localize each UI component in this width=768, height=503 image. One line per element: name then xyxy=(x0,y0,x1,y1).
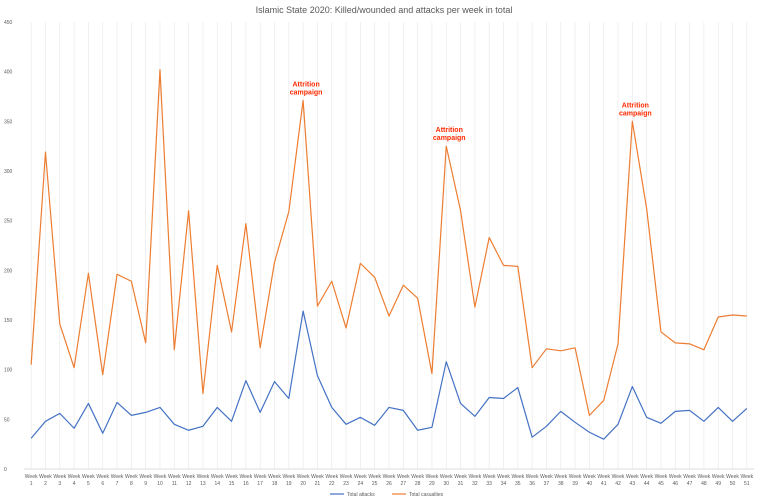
annotation-label: Attrition campaign xyxy=(433,127,466,142)
x-tick-label: Week 40 xyxy=(583,474,596,487)
x-tick-label: Week 10 xyxy=(154,474,167,487)
x-tick-label: Week 35 xyxy=(511,474,524,487)
x-tick-label: Week 19 xyxy=(282,474,295,487)
legend: Total attacks Total casualties xyxy=(330,492,444,498)
x-tick-label: Week 17 xyxy=(254,474,267,487)
x-tick-label: Week 33 xyxy=(483,474,496,487)
x-tick-label: Week 34 xyxy=(497,474,510,487)
grid-lines xyxy=(24,22,754,470)
x-tick-label: Week 15 xyxy=(225,474,238,487)
x-tick-label: Week 8 xyxy=(125,474,138,487)
legend-label: Total casualties xyxy=(409,492,444,498)
y-tick-label: 100 xyxy=(4,368,13,374)
x-tick-label: Week 4 xyxy=(68,474,81,487)
x-tick-label: Week 23 xyxy=(340,474,353,487)
x-tick-label: Week 5 xyxy=(82,474,95,487)
x-tick-label: Week 7 xyxy=(111,474,124,487)
x-tick-label: Week 43 xyxy=(626,474,639,487)
x-tick-label: Week 47 xyxy=(683,474,696,487)
x-tick-label: Week 22 xyxy=(325,474,338,487)
y-tick-label: 150 xyxy=(4,318,13,324)
y-tick-label: 300 xyxy=(4,169,13,175)
x-tick-label: Week 16 xyxy=(240,474,253,487)
x-tick-label: Week 28 xyxy=(411,474,424,487)
y-tick-label: 250 xyxy=(4,219,13,225)
series-lines xyxy=(30,69,748,440)
x-tick-label: Week 11 xyxy=(168,474,181,487)
annotations: Attrition campaign Attrition campaign Attrit… xyxy=(290,81,652,142)
x-tick-label: Week 1 xyxy=(25,474,38,487)
chart-title: Islamic State 2020: Killed/wounded and a… xyxy=(256,5,513,15)
series-line-total-attacks xyxy=(30,310,748,440)
annotation-label: Attrition campaign xyxy=(290,81,323,96)
x-tick-label: Week 36 xyxy=(526,474,539,487)
x-tick-label: Week 3 xyxy=(53,474,66,487)
x-tick-label: Week 51 xyxy=(740,474,753,487)
x-tick-label: Week 18 xyxy=(268,474,281,487)
legend-label: Total attacks xyxy=(347,492,375,498)
y-axis-ticks: 0 50 100 150 200 250 300 350 400 450 xyxy=(4,20,13,473)
y-tick-label: 400 xyxy=(4,70,13,76)
x-tick-label: Week 13 xyxy=(197,474,210,487)
series-line-total-casualties xyxy=(30,69,747,416)
x-tick-label: Week 45 xyxy=(655,474,668,487)
x-tick-label: Week 2 xyxy=(39,474,52,487)
x-tick-label: Week 27 xyxy=(397,474,410,487)
x-tick-label: Week 38 xyxy=(554,474,567,487)
y-tick-label: 350 xyxy=(4,119,13,125)
y-tick-label: 50 xyxy=(4,417,10,423)
x-tick-label: Week 32 xyxy=(469,474,482,487)
x-tick-label: Week 37 xyxy=(540,474,553,487)
x-tick-label: Week 25 xyxy=(368,474,381,487)
x-tick-label: Week 41 xyxy=(597,474,610,487)
y-tick-label: 200 xyxy=(4,268,13,274)
x-tick-label: Week 21 xyxy=(311,474,324,487)
x-tick-label: Week 31 xyxy=(454,474,467,487)
x-tick-label: Week 46 xyxy=(669,474,682,487)
x-tick-label: Week 6 xyxy=(96,474,109,487)
x-tick-label: Week 44 xyxy=(640,474,653,487)
x-tick-label: Week 9 xyxy=(139,474,152,487)
x-tick-label: Week 30 xyxy=(440,474,453,487)
x-tick-label: Week 20 xyxy=(297,474,310,487)
x-tick-label: Week 49 xyxy=(712,474,725,487)
y-tick-label: 0 xyxy=(4,467,7,473)
x-tick-label: Week 24 xyxy=(354,474,367,487)
x-tick-label: Week 12 xyxy=(182,474,195,487)
x-tick-label: Week 14 xyxy=(211,474,224,487)
x-tick-label: Week 26 xyxy=(383,474,396,487)
x-tick-label: Week 39 xyxy=(569,474,582,487)
annotation-label: Attrition campaign xyxy=(619,102,652,117)
x-tick-label: Week 48 xyxy=(698,474,711,487)
x-tick-label: Week 29 xyxy=(426,474,439,487)
y-tick-label: 450 xyxy=(4,20,13,26)
x-tick-label: Week 50 xyxy=(726,474,739,487)
x-tick-label: Week 42 xyxy=(612,474,625,487)
